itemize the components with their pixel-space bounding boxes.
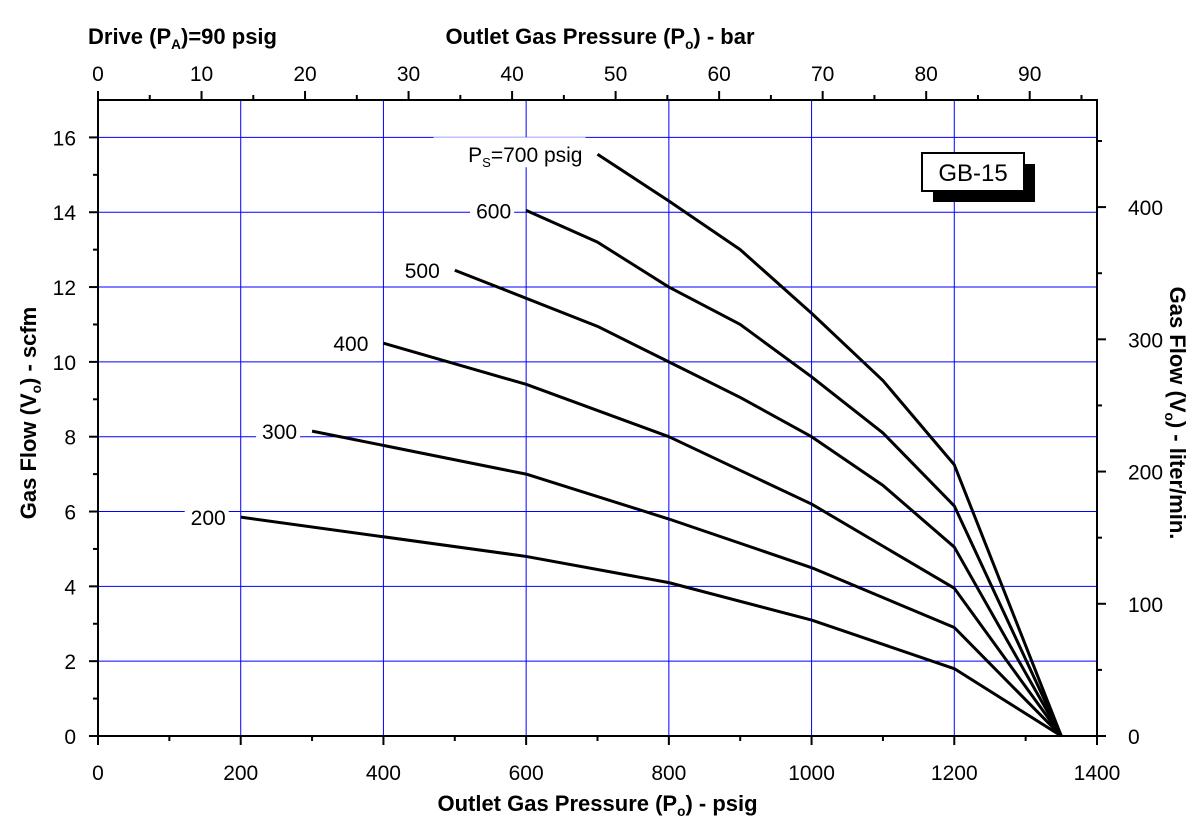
- x2-tick-label: 50: [604, 63, 627, 86]
- y2-tick-label: 100: [1128, 594, 1163, 617]
- badge-box: [921, 152, 1025, 192]
- y-axis-title: Gas Flow (Vo) - scfm: [16, 307, 44, 520]
- y-tick-label: 14: [53, 202, 77, 225]
- y2-tick-label: 300: [1128, 329, 1163, 352]
- y2-tick-label: 200: [1128, 462, 1163, 485]
- curve-label-200: 200: [191, 507, 226, 530]
- curve-label-700: PS=700 psig: [468, 144, 582, 170]
- x2-tick-label: 60: [707, 63, 730, 86]
- curve-200-psig: [240, 515, 1063, 738]
- x-tick-label: 800: [651, 762, 686, 785]
- y-tick-label: 6: [64, 502, 76, 525]
- curve-label-bg: [398, 253, 443, 284]
- x-axis-title: Outlet Gas Pressure (Po) - psig: [437, 791, 757, 819]
- y2-tick-label: 400: [1128, 197, 1163, 220]
- curve-label-600: 600: [476, 200, 511, 223]
- x2-tick-label: 20: [293, 63, 316, 86]
- y2-axis-title: Gas Flow (Vo) - liter/min.: [1162, 287, 1190, 540]
- x-tick-label: 1200: [931, 762, 978, 785]
- x2-tick-label: 10: [190, 63, 213, 86]
- x2-tick-label: 40: [500, 63, 523, 86]
- y2-tick-label: 0: [1128, 726, 1140, 749]
- x2-tick-label: 70: [811, 63, 834, 86]
- x-tick-label: 0: [92, 762, 104, 785]
- x2-tick-label: 90: [1018, 63, 1041, 86]
- x2-tick-label: 80: [915, 63, 938, 86]
- y-tick-label: 4: [64, 576, 76, 599]
- curve-label-bg: [256, 414, 301, 445]
- curve-label-500: 500: [405, 260, 440, 283]
- y-tick-label: 2: [64, 651, 76, 674]
- curve-300-psig: [311, 429, 1063, 738]
- gb-15-badge: GB-15: [921, 152, 1035, 202]
- x2-tick-label: 0: [92, 63, 104, 86]
- curve-label-300: 300: [262, 421, 297, 444]
- x-tick-label: 600: [509, 762, 544, 785]
- x-tick-label: 1000: [788, 762, 835, 785]
- badge-text: GB-15: [938, 160, 1007, 187]
- curve-700-psig: [596, 152, 1063, 737]
- x-tick-label: 200: [223, 762, 258, 785]
- curves: [240, 152, 1063, 738]
- curve-label-bg: [433, 137, 586, 168]
- y-tick-label: 8: [64, 427, 76, 450]
- curve-label-400: 400: [333, 333, 368, 356]
- curve-label-bg: [470, 193, 515, 224]
- x-tick-label: 1400: [1074, 762, 1121, 785]
- curve-label-bg: [327, 326, 372, 357]
- x-tick-label: 400: [366, 762, 401, 785]
- curve-600-psig: [525, 208, 1063, 737]
- curve-500-psig: [454, 268, 1063, 737]
- ticks: [89, 91, 1106, 745]
- y-tick-label: 0: [64, 726, 76, 749]
- x2-axis-title: Outlet Gas Pressure (Po) - bar: [445, 24, 755, 52]
- y-tick-label: 16: [53, 127, 76, 150]
- curve-label-bg: [184, 500, 229, 531]
- y-tick-label: 12: [53, 277, 76, 300]
- x2-tick-label: 30: [397, 63, 420, 86]
- y-tick-label: 10: [53, 352, 76, 375]
- curve-400-psig: [383, 341, 1063, 737]
- drive-pressure-note: Drive (PA)=90 psig: [88, 24, 277, 52]
